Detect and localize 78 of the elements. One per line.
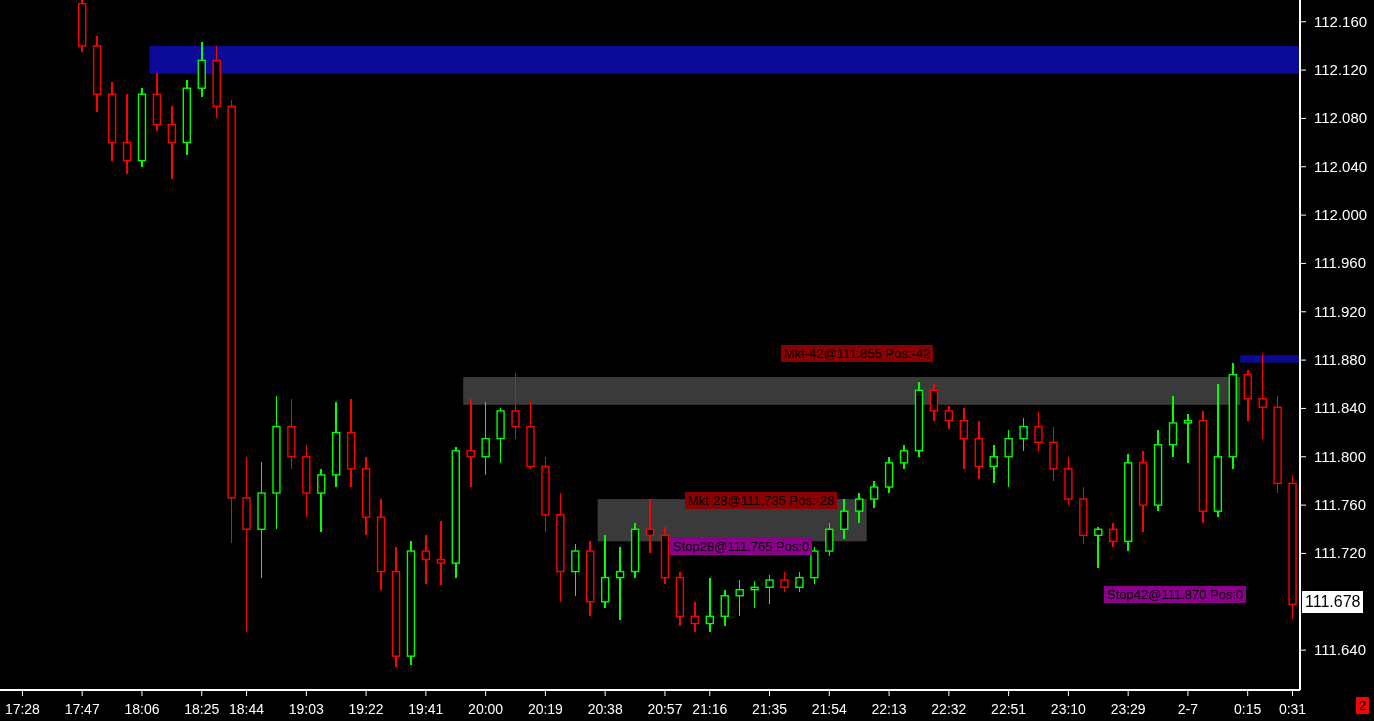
x-tick-label: 23:29 bbox=[1110, 701, 1146, 717]
candlestick bbox=[1168, 395, 1178, 458]
x-tick-label: 18:06 bbox=[124, 701, 160, 717]
candlestick bbox=[421, 534, 431, 585]
candlestick bbox=[765, 574, 774, 605]
x-tick-label: 20:57 bbox=[647, 701, 683, 717]
candlestick bbox=[899, 443, 909, 470]
y-tick-label: 112.120 bbox=[1314, 61, 1368, 79]
candlestick bbox=[122, 93, 132, 175]
y-tick-label: 111.880 bbox=[1314, 351, 1366, 369]
x-tick-label: 23:10 bbox=[1050, 701, 1087, 717]
candlestick bbox=[511, 372, 520, 440]
candlestick bbox=[167, 105, 177, 180]
x-tick-label: 19:22 bbox=[348, 701, 384, 717]
candlestick bbox=[466, 397, 475, 488]
candlestick bbox=[855, 492, 864, 525]
x-tick-label: 22:51 bbox=[991, 701, 1027, 717]
x-tick-label: 18:44 bbox=[229, 701, 265, 717]
x-tick-label: 21:35 bbox=[752, 701, 788, 717]
annotation: Stop42@111.870 Pos:0 bbox=[1104, 586, 1247, 603]
text: 111.678 bbox=[1302, 591, 1364, 613]
candlestick bbox=[645, 498, 655, 555]
x-tick-label: 19:41 bbox=[408, 701, 444, 717]
candlestick bbox=[1109, 522, 1118, 549]
y-tick-label: 111.760 bbox=[1314, 496, 1366, 514]
candlestick bbox=[780, 570, 789, 593]
candlestick bbox=[615, 546, 625, 621]
candlestick bbox=[1258, 353, 1267, 440]
candlestick bbox=[735, 579, 744, 618]
annotation: Stop28@111.765 Pos:0 bbox=[670, 538, 813, 555]
candlestick bbox=[1183, 413, 1193, 464]
x-tick-label: 22:13 bbox=[871, 701, 907, 717]
x-tick-label: 21:54 bbox=[811, 701, 848, 717]
x-tick-label: 22:32 bbox=[931, 701, 967, 717]
y-tick-label: 112.160 bbox=[1314, 12, 1368, 30]
candlestick bbox=[795, 570, 804, 593]
candlestick bbox=[1034, 411, 1043, 452]
x-tick-label: 18:25 bbox=[184, 701, 220, 717]
y-tick-label: 112.080 bbox=[1314, 109, 1368, 127]
candlestick bbox=[929, 383, 939, 422]
candlestick bbox=[959, 407, 969, 470]
candlestick bbox=[825, 522, 834, 557]
y-tick-label: 112.000 bbox=[1314, 206, 1368, 224]
candlestick bbox=[989, 443, 998, 485]
y-tick-label: 111.720 bbox=[1314, 544, 1366, 562]
candlestick bbox=[317, 468, 326, 533]
y-tick-label: 111.920 bbox=[1314, 302, 1366, 320]
x-tick-label: 0:31 bbox=[1278, 701, 1307, 717]
x-tick-label: 17:28 bbox=[4, 701, 41, 717]
annotation: Mkt-42@111.855 Pos:-42 bbox=[781, 345, 934, 362]
y-tick-label: 112.040 bbox=[1314, 157, 1368, 175]
x-tick-label: 20:38 bbox=[587, 701, 623, 717]
candlestick bbox=[944, 405, 954, 430]
x-tick-label: 17:47 bbox=[64, 701, 100, 717]
x-tick-label: 21:16 bbox=[692, 701, 728, 717]
x-tick-label: 2-7 bbox=[1177, 701, 1199, 717]
candlestick bbox=[1094, 526, 1103, 569]
candlestick bbox=[1004, 429, 1013, 488]
candlestick bbox=[481, 401, 490, 476]
candlestick bbox=[750, 580, 759, 609]
candlestick bbox=[720, 588, 729, 627]
candlestick bbox=[705, 576, 714, 633]
x-tick-label: 20:00 bbox=[468, 701, 504, 717]
y-tick-label: 111.640 bbox=[1314, 641, 1366, 659]
y-tick-label: 111.800 bbox=[1314, 447, 1366, 465]
candlestick bbox=[1019, 417, 1028, 452]
candlestick bbox=[869, 480, 879, 509]
x-tick-label: 0:15 bbox=[1234, 701, 1262, 717]
x-tick-label: 20:19 bbox=[527, 701, 564, 717]
candlestick bbox=[690, 600, 700, 633]
y-tick-label: 111.840 bbox=[1314, 399, 1366, 417]
candlestick bbox=[840, 498, 849, 540]
candlestick bbox=[436, 520, 446, 586]
annotation: Mkt-28@111.735 Pos:-28 bbox=[685, 492, 838, 509]
candlestick bbox=[571, 542, 580, 597]
text: 2 bbox=[1356, 697, 1370, 714]
y-tick-label: 111.960 bbox=[1314, 254, 1366, 272]
x-tick-label: 19:03 bbox=[288, 701, 325, 717]
